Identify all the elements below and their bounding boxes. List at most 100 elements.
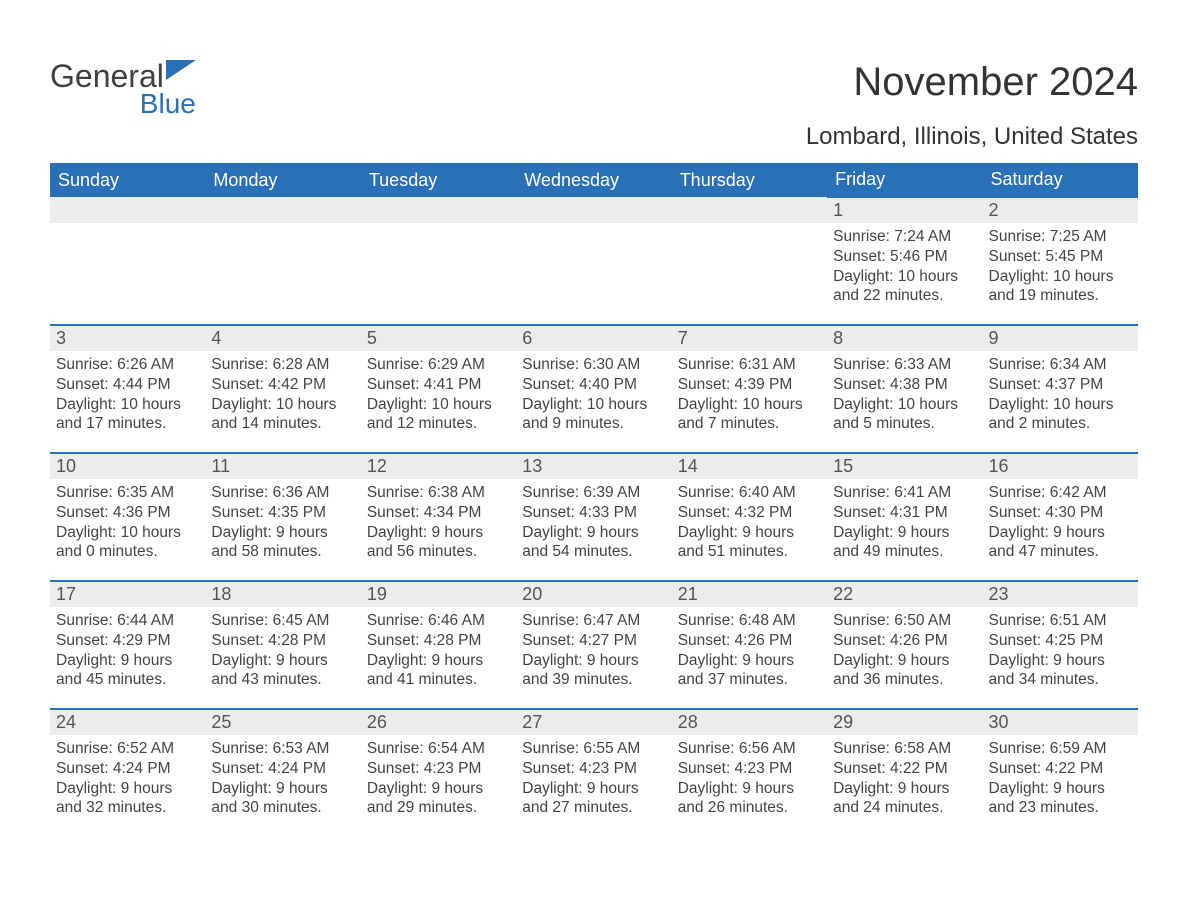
daylight-text: Daylight: 9 hours and 47 minutes. (989, 523, 1132, 563)
day-number: 21 (672, 582, 827, 607)
sunrise-text: Sunrise: 6:53 AM (211, 739, 354, 759)
daylight-text: Daylight: 9 hours and 37 minutes. (678, 651, 821, 691)
sunset-text: Sunset: 4:34 PM (367, 503, 510, 523)
day-body: Sunrise: 6:55 AMSunset: 4:23 PMDaylight:… (516, 735, 671, 822)
daylight-text: Daylight: 9 hours and 58 minutes. (211, 523, 354, 563)
day-number: 6 (516, 326, 671, 351)
sunset-text: Sunset: 4:24 PM (211, 759, 354, 779)
sunrise-text: Sunrise: 6:52 AM (56, 739, 199, 759)
sunset-text: Sunset: 4:39 PM (678, 375, 821, 395)
day-cell: 7Sunrise: 6:31 AMSunset: 4:39 PMDaylight… (672, 325, 827, 453)
empty-cell (516, 197, 671, 325)
week-row: 24Sunrise: 6:52 AMSunset: 4:24 PMDayligh… (50, 709, 1138, 837)
day-body: Sunrise: 6:39 AMSunset: 4:33 PMDaylight:… (516, 479, 671, 566)
day-cell: 15Sunrise: 6:41 AMSunset: 4:31 PMDayligh… (827, 453, 982, 581)
sunset-text: Sunset: 4:27 PM (522, 631, 665, 651)
sunset-text: Sunset: 4:30 PM (989, 503, 1132, 523)
day-number: 19 (361, 582, 516, 607)
day-number: 14 (672, 454, 827, 479)
sunset-text: Sunset: 4:28 PM (367, 631, 510, 651)
sunset-text: Sunset: 4:37 PM (989, 375, 1132, 395)
day-body: Sunrise: 6:38 AMSunset: 4:34 PMDaylight:… (361, 479, 516, 566)
day-cell: 25Sunrise: 6:53 AMSunset: 4:24 PMDayligh… (205, 709, 360, 837)
day-body: Sunrise: 6:50 AMSunset: 4:26 PMDaylight:… (827, 607, 982, 694)
day-cell: 27Sunrise: 6:55 AMSunset: 4:23 PMDayligh… (516, 709, 671, 837)
day-cell: 18Sunrise: 6:45 AMSunset: 4:28 PMDayligh… (205, 581, 360, 709)
daylight-text: Daylight: 9 hours and 45 minutes. (56, 651, 199, 691)
daylight-text: Daylight: 9 hours and 39 minutes. (522, 651, 665, 691)
day-cell: 6Sunrise: 6:30 AMSunset: 4:40 PMDaylight… (516, 325, 671, 453)
day-cell: 20Sunrise: 6:47 AMSunset: 4:27 PMDayligh… (516, 581, 671, 709)
day-cell: 22Sunrise: 6:50 AMSunset: 4:26 PMDayligh… (827, 581, 982, 709)
sunrise-text: Sunrise: 6:31 AM (678, 355, 821, 375)
day-number: 1 (827, 198, 982, 223)
daylight-text: Daylight: 9 hours and 51 minutes. (678, 523, 821, 563)
daylight-text: Daylight: 9 hours and 54 minutes. (522, 523, 665, 563)
daylight-text: Daylight: 10 hours and 19 minutes. (989, 267, 1132, 307)
sunrise-text: Sunrise: 6:30 AM (522, 355, 665, 375)
day-body: Sunrise: 6:48 AMSunset: 4:26 PMDaylight:… (672, 607, 827, 694)
sunset-text: Sunset: 4:33 PM (522, 503, 665, 523)
day-body: Sunrise: 6:30 AMSunset: 4:40 PMDaylight:… (516, 351, 671, 438)
sunset-text: Sunset: 4:26 PM (678, 631, 821, 651)
daylight-text: Daylight: 9 hours and 34 minutes. (989, 651, 1132, 691)
day-cell: 28Sunrise: 6:56 AMSunset: 4:23 PMDayligh… (672, 709, 827, 837)
sunset-text: Sunset: 4:25 PM (989, 631, 1132, 651)
sunset-text: Sunset: 4:23 PM (367, 759, 510, 779)
day-number: 13 (516, 454, 671, 479)
daylight-text: Daylight: 10 hours and 14 minutes. (211, 395, 354, 435)
day-body: Sunrise: 6:33 AMSunset: 4:38 PMDaylight:… (827, 351, 982, 438)
day-body: Sunrise: 6:52 AMSunset: 4:24 PMDaylight:… (50, 735, 205, 822)
sunrise-text: Sunrise: 7:24 AM (833, 227, 976, 247)
sunrise-text: Sunrise: 6:50 AM (833, 611, 976, 631)
month-title: November 2024 (806, 60, 1138, 105)
daylight-text: Daylight: 10 hours and 7 minutes. (678, 395, 821, 435)
day-cell: 19Sunrise: 6:46 AMSunset: 4:28 PMDayligh… (361, 581, 516, 709)
day-number: 27 (516, 710, 671, 735)
sunset-text: Sunset: 4:31 PM (833, 503, 976, 523)
sunrise-text: Sunrise: 6:48 AM (678, 611, 821, 631)
calendar-table: SundayMondayTuesdayWednesdayThursdayFrid… (50, 163, 1138, 837)
sunset-text: Sunset: 4:23 PM (678, 759, 821, 779)
day-cell: 26Sunrise: 6:54 AMSunset: 4:23 PMDayligh… (361, 709, 516, 837)
day-body: Sunrise: 6:56 AMSunset: 4:23 PMDaylight:… (672, 735, 827, 822)
location-subtitle: Lombard, Illinois, United States (806, 123, 1138, 151)
week-row: 10Sunrise: 6:35 AMSunset: 4:36 PMDayligh… (50, 453, 1138, 581)
day-body: Sunrise: 6:31 AMSunset: 4:39 PMDaylight:… (672, 351, 827, 438)
day-header: Friday (827, 163, 982, 197)
sunrise-text: Sunrise: 6:51 AM (989, 611, 1132, 631)
day-cell: 30Sunrise: 6:59 AMSunset: 4:22 PMDayligh… (983, 709, 1138, 837)
sunset-text: Sunset: 4:36 PM (56, 503, 199, 523)
day-cell: 10Sunrise: 6:35 AMSunset: 4:36 PMDayligh… (50, 453, 205, 581)
day-body: Sunrise: 6:34 AMSunset: 4:37 PMDaylight:… (983, 351, 1138, 438)
sunset-text: Sunset: 4:40 PM (522, 375, 665, 395)
sunrise-text: Sunrise: 6:34 AM (989, 355, 1132, 375)
day-number: 28 (672, 710, 827, 735)
sunrise-text: Sunrise: 6:39 AM (522, 483, 665, 503)
day-number: 18 (205, 582, 360, 607)
sunrise-text: Sunrise: 6:29 AM (367, 355, 510, 375)
sunrise-text: Sunrise: 6:28 AM (211, 355, 354, 375)
sunrise-text: Sunrise: 6:41 AM (833, 483, 976, 503)
day-body: Sunrise: 7:24 AMSunset: 5:46 PMDaylight:… (827, 223, 982, 310)
sunset-text: Sunset: 4:42 PM (211, 375, 354, 395)
week-row: 1Sunrise: 7:24 AMSunset: 5:46 PMDaylight… (50, 197, 1138, 325)
sunrise-text: Sunrise: 7:25 AM (989, 227, 1132, 247)
logo: General Blue (50, 20, 196, 120)
sunset-text: Sunset: 4:41 PM (367, 375, 510, 395)
sunset-text: Sunset: 4:22 PM (833, 759, 976, 779)
daylight-text: Daylight: 9 hours and 49 minutes. (833, 523, 976, 563)
daylight-text: Daylight: 9 hours and 24 minutes. (833, 779, 976, 819)
day-cell: 1Sunrise: 7:24 AMSunset: 5:46 PMDaylight… (827, 197, 982, 325)
sunrise-text: Sunrise: 6:44 AM (56, 611, 199, 631)
day-body: Sunrise: 6:45 AMSunset: 4:28 PMDaylight:… (205, 607, 360, 694)
day-number: 5 (361, 326, 516, 351)
day-cell: 2Sunrise: 7:25 AMSunset: 5:45 PMDaylight… (983, 197, 1138, 325)
day-number: 4 (205, 326, 360, 351)
week-row: 17Sunrise: 6:44 AMSunset: 4:29 PMDayligh… (50, 581, 1138, 709)
empty-cell (361, 197, 516, 325)
day-cell: 11Sunrise: 6:36 AMSunset: 4:35 PMDayligh… (205, 453, 360, 581)
day-body: Sunrise: 6:28 AMSunset: 4:42 PMDaylight:… (205, 351, 360, 438)
sunset-text: Sunset: 4:29 PM (56, 631, 199, 651)
daylight-text: Daylight: 9 hours and 27 minutes. (522, 779, 665, 819)
